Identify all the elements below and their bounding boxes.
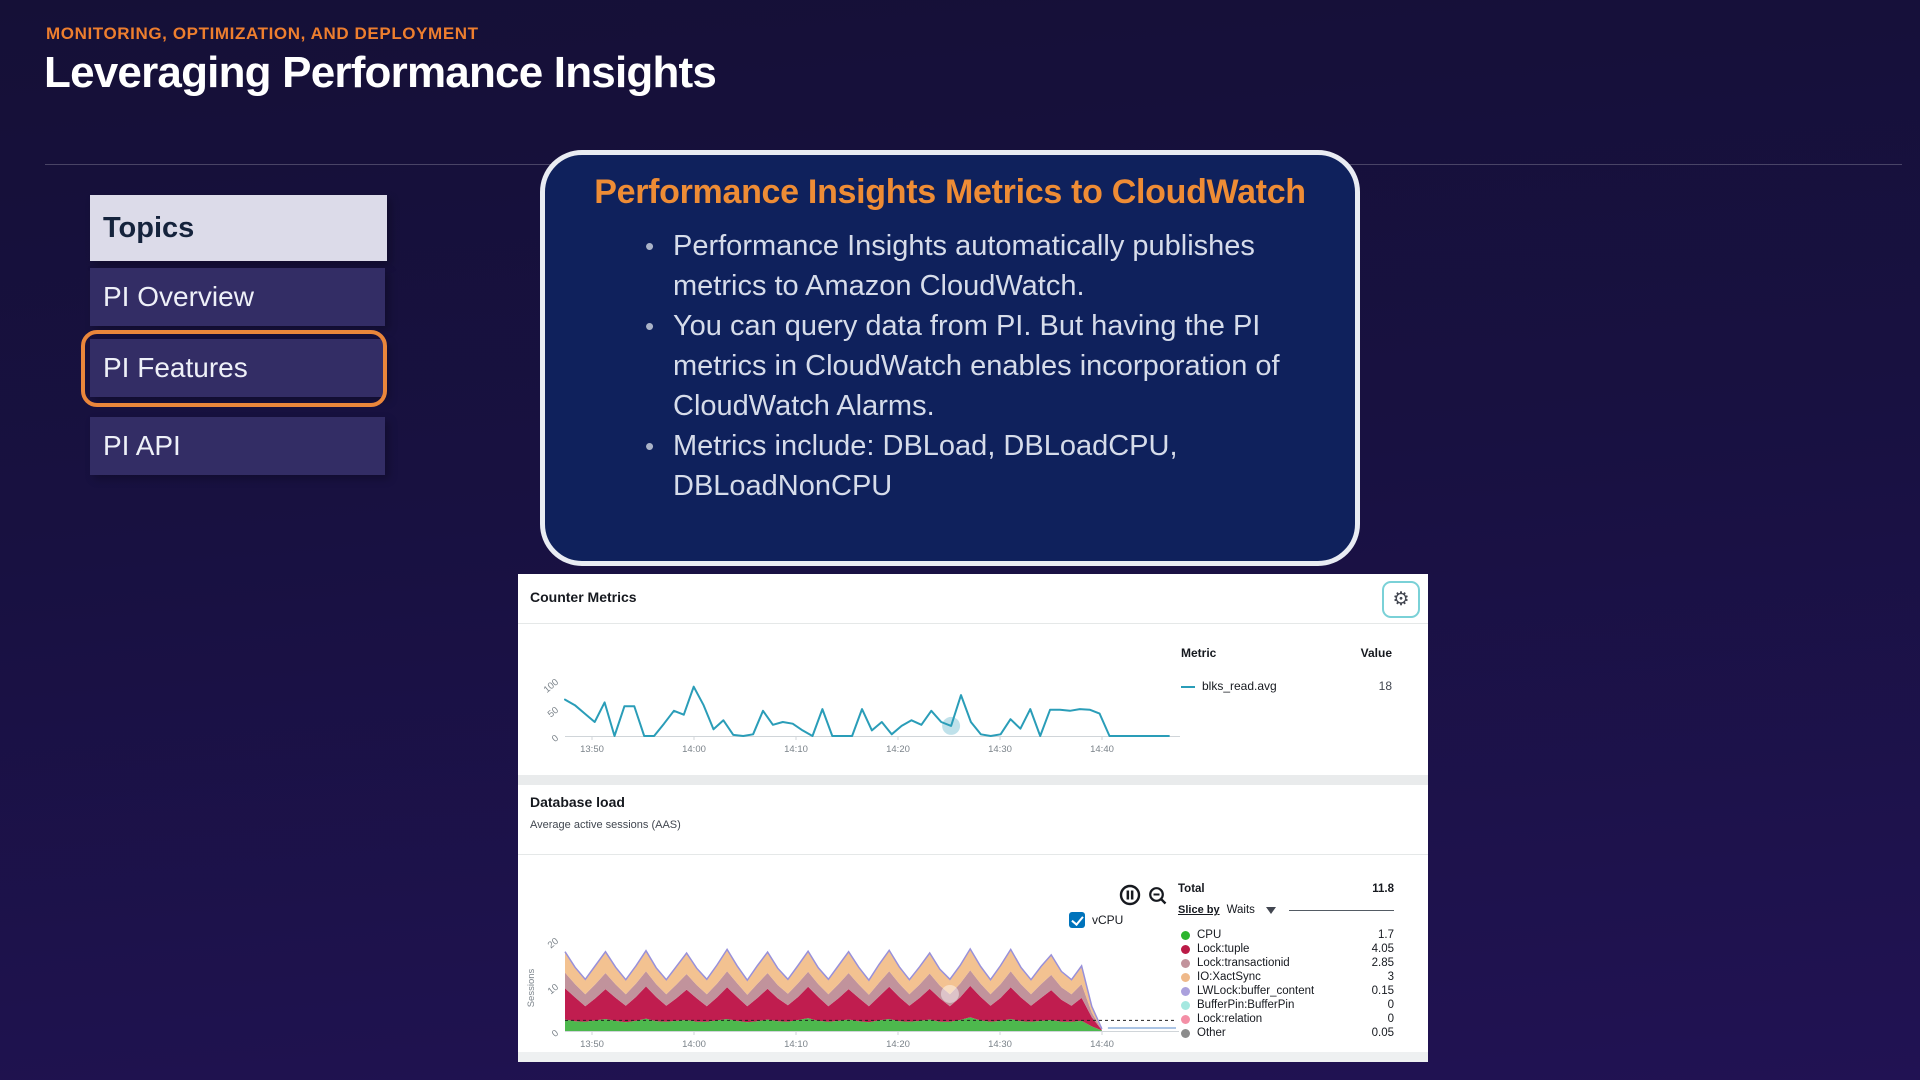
callout-bullet: Performance Insights automatically publi… xyxy=(643,226,1303,306)
gear-icon: ⚙ xyxy=(1392,589,1410,610)
zoom-out-button[interactable] xyxy=(1148,886,1168,906)
legend-row[interactable]: IO:XactSync 3 xyxy=(1178,970,1394,984)
database-load-area-chart[interactable]: 13:50 14:00 14:10 14:20 14:30 14:40 0 10 20 Sessi… xyxy=(524,880,1184,1060)
database-load-title: Database load xyxy=(530,794,625,810)
callout-bullet-list: Performance Insights automatically publi… xyxy=(643,226,1303,506)
legend-row[interactable]: Other 0.05 xyxy=(1178,1026,1394,1040)
callout-bullet: Metrics include: DBLoad, DBLoadCPU, DBLo… xyxy=(643,426,1303,506)
slice-by-label: Slice by xyxy=(1178,904,1220,916)
callout-bullet: You can query data from PI. But having t… xyxy=(643,306,1303,426)
legend-color-dot xyxy=(1181,944,1190,954)
svg-text:14:00: 14:00 xyxy=(682,1039,706,1050)
counter-metrics-header: Counter Metrics xyxy=(518,574,1428,624)
page-title: Leveraging Performance Insights xyxy=(44,48,717,97)
svg-text:14:20: 14:20 xyxy=(886,744,910,755)
topics-header: Topics xyxy=(90,195,387,261)
svg-text:14:00: 14:00 xyxy=(682,744,706,755)
database-load-divider xyxy=(518,854,1428,855)
svg-text:14:30: 14:30 xyxy=(988,744,1012,755)
legend-row[interactable]: LWLock:buffer_content 0.15 xyxy=(1178,984,1394,998)
aws-console-screenshot: Counter Metrics ⚙ Metric Value blks_read… xyxy=(518,574,1428,1062)
database-load-subtitle: Average active sessions (AAS) xyxy=(530,819,681,831)
pause-icon xyxy=(1119,884,1141,906)
sidebar-item-pi-features[interactable]: PI Features xyxy=(90,339,385,397)
svg-text:14:20: 14:20 xyxy=(886,1039,910,1050)
legend-color-dot xyxy=(1181,930,1190,940)
legend-row[interactable]: Lock:tuple 4.05 xyxy=(1178,942,1394,956)
metric-column-header: Metric xyxy=(1181,646,1217,660)
legend-color-dot xyxy=(1181,1000,1190,1010)
counter-metrics-line-chart[interactable]: 13:50 14:00 14:10 14:20 14:30 14:40 0 50 100 xyxy=(540,640,1200,760)
value-column-header: Value xyxy=(1360,646,1392,660)
svg-text:100: 100 xyxy=(542,677,561,696)
svg-text:14:40: 14:40 xyxy=(1090,744,1114,755)
legend-row[interactable]: Lock:relation 0 xyxy=(1178,1012,1394,1026)
svg-text:13:50: 13:50 xyxy=(580,1039,604,1050)
svg-text:0: 0 xyxy=(550,733,561,745)
total-value: 11.8 xyxy=(1372,883,1394,895)
legend-color-dot xyxy=(1181,958,1190,968)
slice-by-rule xyxy=(1288,909,1394,911)
chevron-down-icon[interactable] xyxy=(1265,906,1276,914)
svg-text:14:10: 14:10 xyxy=(784,1039,808,1050)
topics-panel: Topics xyxy=(90,195,387,261)
settings-button[interactable]: ⚙ xyxy=(1382,581,1420,618)
legend-total-row: Total 11.8 xyxy=(1178,882,1394,896)
svg-text:10: 10 xyxy=(546,982,561,997)
legend-color-dot xyxy=(1181,986,1190,996)
database-load-legend: Total 11.8 Slice by Waits CPU 1.7 Lock:t… xyxy=(1178,882,1394,1040)
vcpu-checkbox-label: vCPU xyxy=(1092,913,1124,927)
pause-button[interactable] xyxy=(1119,884,1141,906)
slice-by-row: Slice by Waits xyxy=(1178,903,1394,917)
total-label: Total xyxy=(1178,883,1205,895)
callout-box: Performance Insights Metrics to CloudWat… xyxy=(540,150,1360,566)
legend-color-dot xyxy=(1181,1028,1190,1038)
legend-row[interactable]: BufferPin:BufferPin 0 xyxy=(1178,998,1394,1012)
sidebar-item-pi-api[interactable]: PI API xyxy=(90,417,385,475)
svg-text:Sessions: Sessions xyxy=(526,968,537,1007)
section-divider xyxy=(518,775,1428,785)
console-footer-strip xyxy=(518,1052,1428,1062)
svg-text:13:50: 13:50 xyxy=(580,744,604,755)
svg-text:14:40: 14:40 xyxy=(1090,1039,1114,1050)
svg-text:50: 50 xyxy=(546,705,561,720)
zoom-out-icon xyxy=(1149,887,1164,902)
callout-title: Performance Insights Metrics to CloudWat… xyxy=(594,173,1306,211)
counter-metrics-title: Counter Metrics xyxy=(530,589,637,605)
legend-color-dot xyxy=(1181,972,1190,982)
svg-text:14:10: 14:10 xyxy=(784,744,808,755)
counter-metric-value: 18 xyxy=(1378,679,1392,693)
svg-text:20: 20 xyxy=(546,936,561,951)
vcpu-checkbox[interactable] xyxy=(1069,912,1085,928)
legend-color-dot xyxy=(1181,1014,1190,1024)
slide-eyebrow: MONITORING, OPTIMIZATION, AND DEPLOYMENT xyxy=(46,24,479,43)
legend-row[interactable]: CPU 1.7 xyxy=(1178,928,1394,942)
legend-row[interactable]: Lock:transactionid 2.85 xyxy=(1178,956,1394,970)
svg-text:0: 0 xyxy=(550,1028,561,1040)
slice-by-dropdown[interactable]: Waits xyxy=(1226,904,1255,916)
sidebar-item-pi-overview[interactable]: PI Overview xyxy=(90,268,385,326)
counter-metric-name: blks_read.avg xyxy=(1202,679,1277,693)
line-series-swatch xyxy=(1181,686,1195,688)
svg-text:14:30: 14:30 xyxy=(988,1039,1012,1050)
